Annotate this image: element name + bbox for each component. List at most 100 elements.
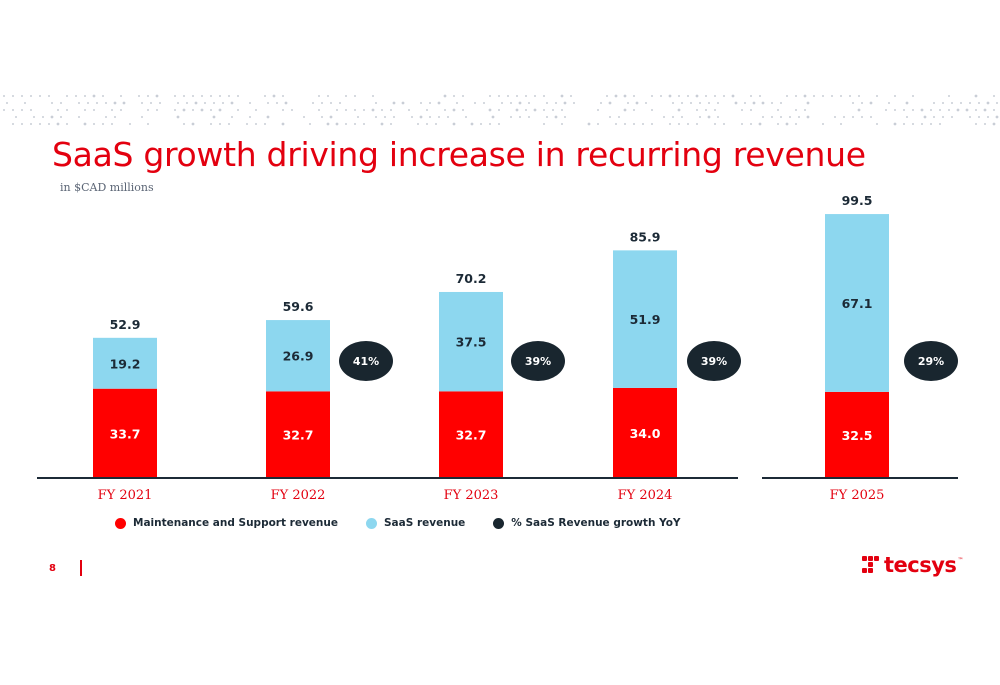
decor-dot — [246, 123, 248, 125]
decor-dot — [363, 123, 365, 125]
decor-dot — [42, 116, 44, 118]
bar-saas — [266, 320, 330, 392]
decor-dot — [939, 109, 941, 111]
decor-dot — [777, 123, 779, 125]
decor-dot — [113, 101, 117, 105]
decor-dot — [876, 95, 878, 97]
decor-dot — [723, 123, 725, 125]
decor-dot — [561, 109, 563, 111]
decor-dot — [852, 116, 854, 118]
decor-dot — [66, 95, 68, 97]
decor-dot — [281, 122, 285, 126]
decor-dot — [933, 102, 935, 104]
decor-dot — [3, 109, 5, 111]
decor-dot — [75, 95, 77, 97]
decor-dot — [237, 109, 239, 111]
decor-dot — [734, 101, 738, 105]
decor-dot — [114, 116, 116, 118]
decor-dot — [798, 116, 800, 118]
decor-dot — [525, 109, 527, 111]
decor-dot — [690, 102, 692, 104]
decor-dot — [525, 95, 527, 97]
decor-dot — [912, 123, 914, 125]
decor-dot — [696, 123, 698, 125]
decor-dot — [210, 109, 212, 111]
decor-dot — [635, 101, 639, 105]
decor-dot — [534, 95, 536, 97]
decor-dot — [452, 108, 456, 112]
decor-dot — [969, 116, 971, 118]
data-label-saas: 67.1 — [842, 296, 873, 311]
chart-legend: Maintenance and Support revenue SaaS rev… — [115, 517, 709, 529]
decor-dot — [780, 102, 782, 104]
decor-dot — [564, 116, 566, 118]
decor-dot — [312, 102, 314, 104]
decor-dot — [12, 95, 14, 97]
decor-dot — [606, 95, 608, 97]
decor-dot — [804, 109, 806, 111]
decor-dot — [933, 116, 935, 118]
decor-dot — [30, 109, 32, 111]
decor-dot — [843, 116, 845, 118]
decor-dot — [561, 123, 563, 125]
decor-dot — [699, 116, 701, 118]
decor-dot — [237, 95, 239, 97]
decor-dot — [948, 109, 950, 111]
decor-dot — [330, 102, 332, 104]
decor-dot — [84, 109, 86, 111]
decor-dot — [462, 109, 464, 111]
decor-dot — [633, 109, 635, 111]
decor-dot — [651, 95, 653, 97]
tecsys-logo-mark-icon — [862, 556, 880, 574]
decor-dot — [392, 101, 396, 105]
data-label-maintenance: 32.7 — [456, 428, 487, 443]
decor-dot — [993, 95, 995, 97]
decor-dot — [660, 95, 662, 97]
decor-dot — [708, 102, 710, 104]
decor-dot — [447, 116, 449, 118]
decor-dot — [111, 123, 113, 125]
decor-dot — [930, 123, 932, 125]
decor-dot — [519, 116, 521, 118]
decor-dot — [50, 115, 54, 119]
decor-dot — [840, 95, 842, 97]
decor-dot — [780, 116, 782, 118]
decor-dot — [176, 115, 180, 119]
decor-dot — [795, 109, 797, 111]
decor-dot — [371, 108, 375, 112]
decor-dot — [213, 102, 215, 104]
total-label: 70.2 — [456, 271, 487, 286]
decor-dot — [339, 102, 341, 104]
bar-saas — [825, 214, 889, 392]
decor-dot — [717, 116, 719, 118]
decor-dot — [318, 95, 320, 97]
legend-swatch-growth — [493, 517, 505, 529]
decor-dot — [714, 123, 716, 125]
decor-dot — [893, 122, 897, 126]
decor-dot — [354, 95, 356, 97]
decor-dot — [651, 123, 653, 125]
decor-dot — [741, 109, 743, 111]
decor-dot — [419, 115, 423, 119]
decor-dot — [411, 116, 413, 118]
decor-dot — [948, 95, 950, 97]
decor-dot — [696, 109, 698, 111]
decor-dot — [707, 115, 711, 119]
decor-dot — [489, 123, 491, 125]
data-label-saas: 26.9 — [283, 349, 314, 364]
decor-dot — [750, 95, 752, 97]
decor-dot — [39, 95, 41, 97]
decor-dot — [560, 94, 564, 98]
decor-dot — [771, 116, 773, 118]
decor-dot — [623, 94, 627, 98]
decor-dot — [663, 116, 665, 118]
decor-dot — [267, 102, 269, 104]
decor-dot — [563, 101, 567, 105]
decor-dot — [276, 102, 278, 104]
decor-dot — [714, 95, 716, 97]
bar-maintenance — [93, 388, 157, 478]
decor-dot — [87, 102, 89, 104]
decor-dot — [942, 102, 944, 104]
data-label-saas: 37.5 — [456, 335, 487, 350]
decor-dot — [533, 108, 537, 112]
